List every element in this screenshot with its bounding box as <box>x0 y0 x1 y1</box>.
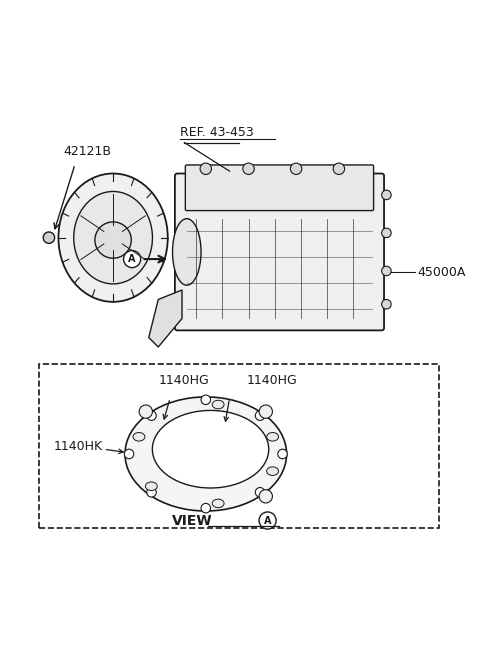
Ellipse shape <box>152 411 269 488</box>
Ellipse shape <box>267 467 278 476</box>
Circle shape <box>333 163 345 174</box>
Circle shape <box>255 487 265 497</box>
Ellipse shape <box>125 397 287 511</box>
Circle shape <box>123 251 141 268</box>
Bar <box>39 363 439 527</box>
Text: REF. 43-453: REF. 43-453 <box>180 126 253 139</box>
Ellipse shape <box>212 499 224 508</box>
Ellipse shape <box>145 482 157 491</box>
Circle shape <box>382 190 391 199</box>
Text: 42121B: 42121B <box>63 145 111 158</box>
Ellipse shape <box>95 222 131 258</box>
Polygon shape <box>149 290 182 347</box>
Circle shape <box>201 503 211 513</box>
FancyBboxPatch shape <box>175 174 384 331</box>
Circle shape <box>382 300 391 309</box>
FancyBboxPatch shape <box>185 165 373 211</box>
Ellipse shape <box>212 400 224 409</box>
Text: 1140HG: 1140HG <box>158 375 209 388</box>
Ellipse shape <box>267 432 278 441</box>
Ellipse shape <box>59 174 168 302</box>
Circle shape <box>147 487 156 497</box>
Ellipse shape <box>74 192 153 284</box>
Circle shape <box>278 449 288 459</box>
Circle shape <box>259 512 276 529</box>
Circle shape <box>243 163 254 174</box>
Circle shape <box>201 395 211 405</box>
Circle shape <box>43 232 55 243</box>
Circle shape <box>382 228 391 237</box>
Text: A: A <box>264 516 271 525</box>
Circle shape <box>259 405 273 419</box>
Ellipse shape <box>172 218 201 285</box>
Text: 1140HG: 1140HG <box>246 375 297 388</box>
Text: A: A <box>128 254 136 264</box>
Circle shape <box>147 411 156 420</box>
Circle shape <box>382 266 391 276</box>
Text: 45000A: 45000A <box>417 266 466 279</box>
Ellipse shape <box>133 432 145 441</box>
Text: 1140HK: 1140HK <box>54 440 103 453</box>
Circle shape <box>124 449 134 459</box>
Text: VIEW: VIEW <box>172 514 213 527</box>
Circle shape <box>200 163 212 174</box>
Circle shape <box>290 163 302 174</box>
Circle shape <box>255 411 265 420</box>
Circle shape <box>259 489 273 503</box>
Circle shape <box>139 405 153 419</box>
